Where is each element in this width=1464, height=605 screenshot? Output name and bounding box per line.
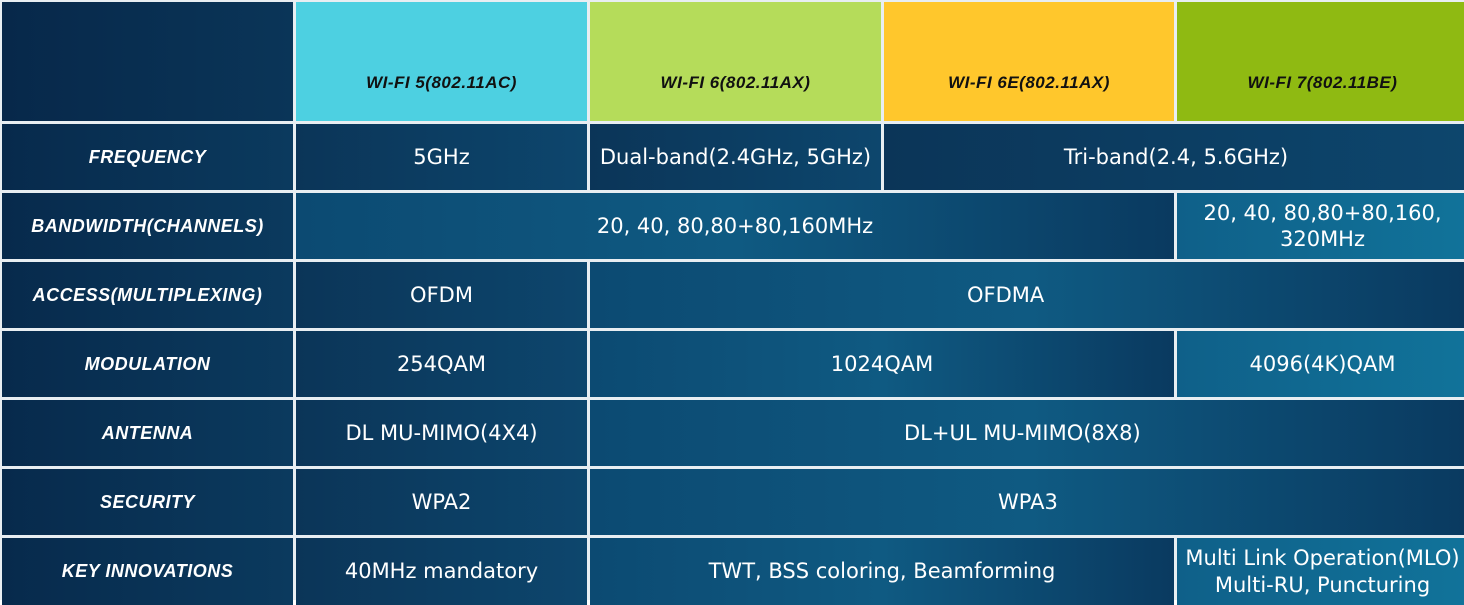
bandwidth-wifi7: 20, 40, 80,80+80,160, 320MHz — [1177, 193, 1464, 259]
header-wifi6: Wi-Fi 6(802.11AX) — [590, 2, 881, 121]
row-label-frequency: Frequency — [2, 124, 293, 190]
frequency-wifi6: Dual-band(2.4GHz, 5GHz) — [590, 124, 881, 190]
innovations-wifi7-line1: Multi Link Operation(MLO) — [1185, 546, 1460, 571]
frequency-wifi5: 5GHz — [296, 124, 587, 190]
row-label-innovations: Key Innovations — [2, 538, 293, 605]
security-wifi5: WPA2 — [296, 469, 587, 535]
header-wifi7: Wi-Fi 7(802.11BE) — [1177, 2, 1464, 121]
frequency-wifi6e-7: Tri-band(2.4, 5.6GHz) — [884, 124, 1464, 190]
innovations-wifi6-6e: TWT, BSS coloring, Beamforming — [590, 538, 1174, 605]
innovations-wifi7: Multi Link Operation(MLO) Multi-RU, Punc… — [1177, 538, 1464, 605]
bandwidth-wifi5-6e: 20, 40, 80,80+80,160MHz — [296, 193, 1174, 259]
modulation-wifi7: 4096(4K)QAM — [1177, 331, 1464, 397]
header-wifi5: Wi-Fi 5(802.11AC) — [296, 2, 587, 121]
row-label-modulation: Modulation — [2, 331, 293, 397]
corner-cell — [2, 2, 293, 121]
innovations-wifi7-line2: Multi-RU, Puncturing — [1214, 572, 1431, 597]
modulation-wifi5: 254QAM — [296, 331, 587, 397]
header-wifi6e: Wi-Fi 6E(802.11AX) — [884, 2, 1174, 121]
innovations-wifi5: 40MHz mandatory — [296, 538, 587, 605]
antenna-wifi6-7: DL+UL MU-MIMO(8X8) — [590, 400, 1464, 466]
row-label-security: Security — [2, 469, 293, 535]
row-label-access: Access(Multiplexing) — [2, 262, 293, 328]
access-wifi5: OFDM — [296, 262, 587, 328]
row-label-antenna: Antenna — [2, 400, 293, 466]
modulation-wifi6-6e: 1024QAM — [590, 331, 1174, 397]
antenna-wifi5: DL MU-MIMO(4X4) — [296, 400, 587, 466]
access-wifi6-7: OFDMA — [590, 262, 1464, 328]
security-wifi6-7: WPA3 — [590, 469, 1464, 535]
row-label-bandwidth: Bandwidth(Channels) — [2, 193, 293, 259]
